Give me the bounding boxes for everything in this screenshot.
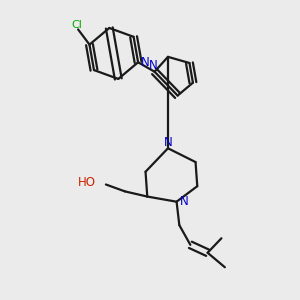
Text: N: N	[180, 195, 188, 208]
Text: N: N	[141, 56, 150, 69]
Text: N: N	[164, 136, 172, 148]
Text: N: N	[148, 59, 157, 72]
Text: HO: HO	[78, 176, 96, 189]
Text: Cl: Cl	[71, 20, 82, 30]
